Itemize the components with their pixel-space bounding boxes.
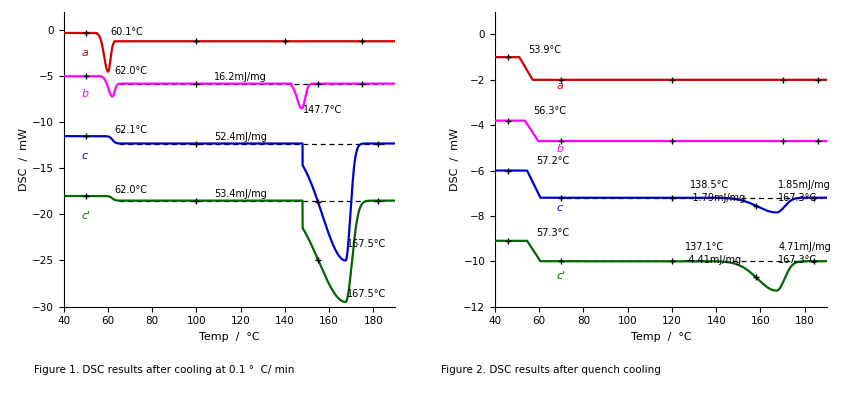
Text: 1.85mJ/mg: 1.85mJ/mg xyxy=(778,180,831,189)
Text: 167.5°C: 167.5°C xyxy=(347,289,386,299)
Text: 16.2mJ/mg: 16.2mJ/mg xyxy=(214,72,267,82)
Text: 52.4mJ/mg: 52.4mJ/mg xyxy=(214,132,267,142)
Text: b: b xyxy=(81,88,88,99)
Text: Figure 1. DSC results after cooling at 0.1 °  C/ min: Figure 1. DSC results after cooling at 0… xyxy=(34,365,294,375)
Text: 4.71mJ/mg: 4.71mJ/mg xyxy=(778,242,831,252)
Text: 53.9°C: 53.9°C xyxy=(528,44,561,55)
Text: Figure 2. DSC results after quench cooling: Figure 2. DSC results after quench cooli… xyxy=(441,365,661,375)
Text: 167.5°C: 167.5°C xyxy=(347,239,386,249)
Text: 53.4mJ/mg: 53.4mJ/mg xyxy=(214,189,267,199)
Text: 57.2°C: 57.2°C xyxy=(536,156,569,166)
Text: 56.3°C: 56.3°C xyxy=(533,106,566,116)
Text: c': c' xyxy=(81,211,91,221)
Text: c': c' xyxy=(557,271,566,281)
Text: 62.0°C: 62.0°C xyxy=(114,66,148,75)
Text: 60.1°C: 60.1°C xyxy=(110,27,143,37)
Text: 57.3°C: 57.3°C xyxy=(536,228,569,238)
Text: 62.1°C: 62.1°C xyxy=(114,125,148,135)
X-axis label: Temp  /  °C: Temp / °C xyxy=(631,332,691,342)
Y-axis label: DSC  /  mW: DSC / mW xyxy=(20,128,29,191)
Text: 137.1°C: 137.1°C xyxy=(685,242,724,252)
Y-axis label: DSC  /  mW: DSC / mW xyxy=(450,128,460,191)
Text: 62.0°C: 62.0°C xyxy=(114,185,148,195)
Text: c: c xyxy=(557,203,563,213)
Text: 147.7°C: 147.7°C xyxy=(303,105,342,115)
Text: b: b xyxy=(557,144,564,154)
Text: 167.3°C: 167.3°C xyxy=(778,193,817,203)
X-axis label: Temp  /  °C: Temp / °C xyxy=(199,332,259,342)
Text: -1.79mJ/mg: -1.79mJ/mg xyxy=(689,193,746,203)
Text: 138.5°C: 138.5°C xyxy=(689,180,728,189)
Text: c: c xyxy=(81,151,87,161)
Text: -4.41mJ/mg: -4.41mJ/mg xyxy=(685,255,741,265)
Text: 167.3°C: 167.3°C xyxy=(778,255,817,265)
Text: a: a xyxy=(557,81,564,91)
Text: a: a xyxy=(81,48,88,58)
